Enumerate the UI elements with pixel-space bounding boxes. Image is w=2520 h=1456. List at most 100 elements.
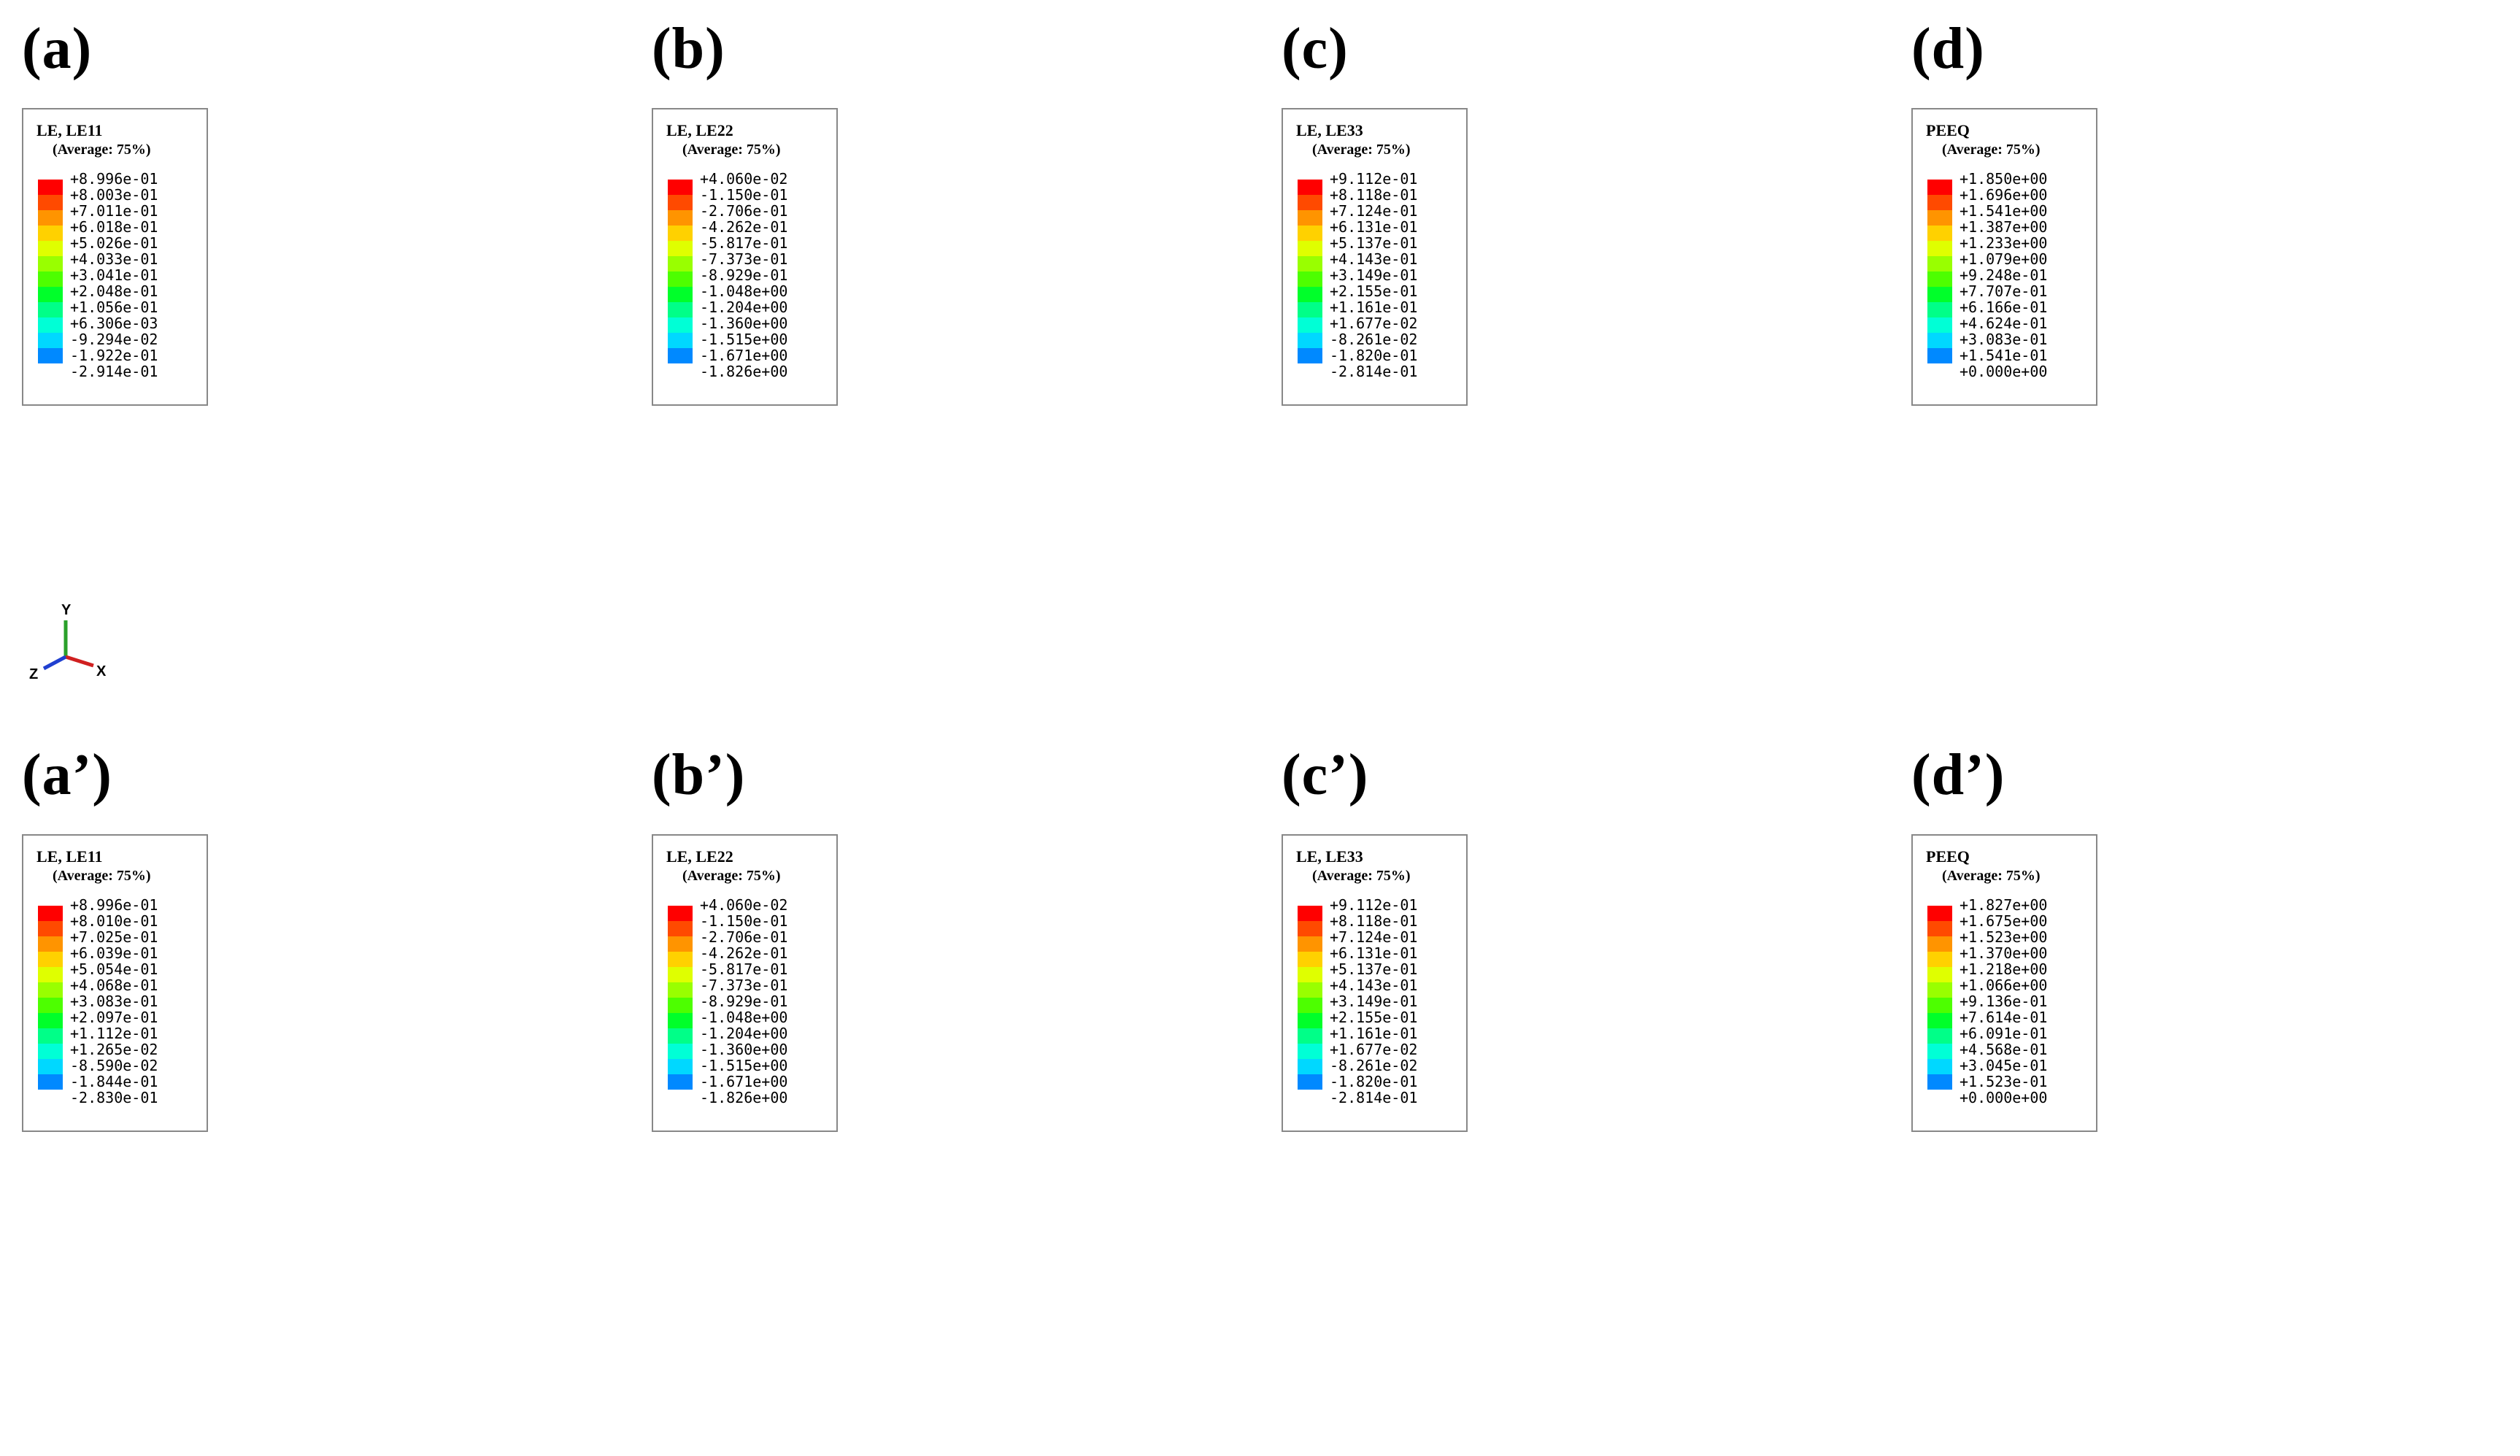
panel-label: (a) <box>22 17 93 81</box>
panel-3: (c) LE, LE33 (Average: 75%) +9.112e-01 +8.11… <box>1260 0 1889 726</box>
legend-swatch <box>1927 256 1952 271</box>
legend-swatch <box>38 333 63 348</box>
legend-subtitle: (Average: 75%) <box>53 868 151 884</box>
legend-swatch <box>668 180 693 195</box>
legend-title: LE, LE22 <box>666 847 733 866</box>
legend-value: +4.060e-02 <box>700 896 788 914</box>
legend-swatch <box>38 302 63 317</box>
legend-swatch <box>1927 906 1952 921</box>
panel-label: (d’) <box>1911 743 2005 807</box>
legend-swatch <box>1927 180 1952 195</box>
legend-value: -1.360e+00 <box>700 1041 788 1058</box>
legend-swatch <box>1298 998 1322 1013</box>
legend-swatch <box>668 210 693 226</box>
legend-value: -2.814e-01 <box>1330 1089 1418 1106</box>
axis-y-label: Y <box>61 602 72 618</box>
legend-value: +3.041e-01 <box>70 266 158 284</box>
legend-value: +8.996e-01 <box>70 170 158 188</box>
legend-swatch <box>1927 302 1952 317</box>
legend-value: +4.060e-02 <box>700 170 788 188</box>
legend-value: +3.149e-01 <box>1330 993 1418 1010</box>
legend-swatch <box>1927 210 1952 226</box>
contour-legend: PEEQ (Average: 75%) +1.850e+00 +1.696e+00 +1… <box>1911 108 2097 406</box>
legend-value: -1.820e-01 <box>1330 347 1418 364</box>
legend-value: -8.261e-02 <box>1330 1057 1418 1074</box>
legend-title: LE, LE22 <box>666 121 733 139</box>
legend-value: +5.137e-01 <box>1330 960 1418 978</box>
legend-swatch <box>1298 967 1322 982</box>
legend-value: +7.614e-01 <box>1960 1009 2048 1026</box>
legend-title: PEEQ <box>1926 121 1970 139</box>
legend-swatch <box>668 1044 693 1059</box>
legend-swatch <box>1927 317 1952 333</box>
legend-value: -7.373e-01 <box>700 977 788 994</box>
legend-swatch <box>668 226 693 241</box>
legend-value: -1.826e+00 <box>700 1089 788 1106</box>
legend-swatch <box>1927 1013 1952 1028</box>
legend-swatch <box>668 1013 693 1028</box>
fem-model <box>208 814 630 1452</box>
legend-value: +2.097e-01 <box>70 1009 158 1026</box>
legend-value: +5.026e-01 <box>70 234 158 252</box>
legend-value: +4.143e-01 <box>1330 977 1418 994</box>
legend-swatch <box>1298 982 1322 998</box>
legend-swatch <box>1298 936 1322 952</box>
legend-value: -1.204e+00 <box>700 298 788 316</box>
legend-swatch <box>1927 952 1952 967</box>
legend-swatch <box>1298 317 1322 333</box>
legend-value: -1.671e+00 <box>700 347 788 364</box>
legend-value: +6.091e-01 <box>1960 1025 2048 1042</box>
legend-value: +6.166e-01 <box>1960 298 2048 316</box>
panel-2: (b) LE, LE22 (Average: 75%) +4.060e-02 -1.15… <box>630 0 1260 726</box>
legend-value: +8.118e-01 <box>1330 912 1418 930</box>
legend-value: +1.056e-01 <box>70 298 158 316</box>
contour-legend: LE, LE11 (Average: 75%) +8.996e-01 +8.003e-… <box>22 108 208 406</box>
fem-model <box>1468 814 1889 1452</box>
legend-swatch <box>1298 256 1322 271</box>
legend-value: +1.079e+00 <box>1960 250 2048 268</box>
legend-value: +6.306e-03 <box>70 315 158 332</box>
legend-value: +3.083e-01 <box>70 993 158 1010</box>
legend-value: +1.827e+00 <box>1960 896 2048 914</box>
legend-value: +2.048e-01 <box>70 282 158 300</box>
legend-swatch <box>38 287 63 302</box>
legend-swatch <box>38 998 63 1013</box>
legend-value: +8.118e-01 <box>1330 186 1418 204</box>
legend-swatch <box>1927 195 1952 210</box>
legend-value: -7.373e-01 <box>700 250 788 268</box>
legend-value: +9.112e-01 <box>1330 170 1418 188</box>
legend-value: +4.624e-01 <box>1960 315 2048 332</box>
legend-swatch <box>1927 1044 1952 1059</box>
fem-model <box>2097 88 2519 726</box>
legend-value: +1.218e+00 <box>1960 960 2048 978</box>
legend-swatch <box>1298 1028 1322 1044</box>
panel-7: (c’) LE, LE33 (Average: 75%) +9.112e-01 +8.1… <box>1260 726 1889 1452</box>
legend-swatch <box>1298 271 1322 287</box>
legend-color-bar <box>1298 906 1322 1090</box>
legend-swatch <box>38 921 63 936</box>
legend-value: -1.150e-01 <box>700 912 788 930</box>
legend-color-bar <box>668 180 693 363</box>
legend-value: +6.018e-01 <box>70 218 158 236</box>
legend-value: +5.137e-01 <box>1330 234 1418 252</box>
legend-value: -2.706e-01 <box>700 928 788 946</box>
legend-value: -4.262e-01 <box>700 944 788 962</box>
legend-value: -8.590e-02 <box>70 1057 158 1074</box>
legend-swatch <box>1927 936 1952 952</box>
legend-swatch <box>1927 1028 1952 1044</box>
contour-legend: LE, LE33 (Average: 75%) +9.112e-01 +8.118e-… <box>1282 834 1468 1132</box>
panel-label: (b) <box>652 17 725 81</box>
model-view <box>2097 814 2519 1452</box>
legend-swatch <box>1298 952 1322 967</box>
panel-8: (d’) PEEQ (Average: 75%) +1.827e+00 +1.675e+… <box>1889 726 2519 1452</box>
legend-swatch <box>38 1074 63 1090</box>
legend-swatch <box>668 256 693 271</box>
legend-value: +4.068e-01 <box>70 977 158 994</box>
legend-swatch <box>38 936 63 952</box>
legend-value: +9.112e-01 <box>1330 896 1418 914</box>
legend-swatch <box>1298 1013 1322 1028</box>
legend-swatch <box>668 333 693 348</box>
legend-swatch <box>38 1044 63 1059</box>
legend-value: -4.262e-01 <box>700 218 788 236</box>
axis-x-label: X <box>96 663 107 679</box>
